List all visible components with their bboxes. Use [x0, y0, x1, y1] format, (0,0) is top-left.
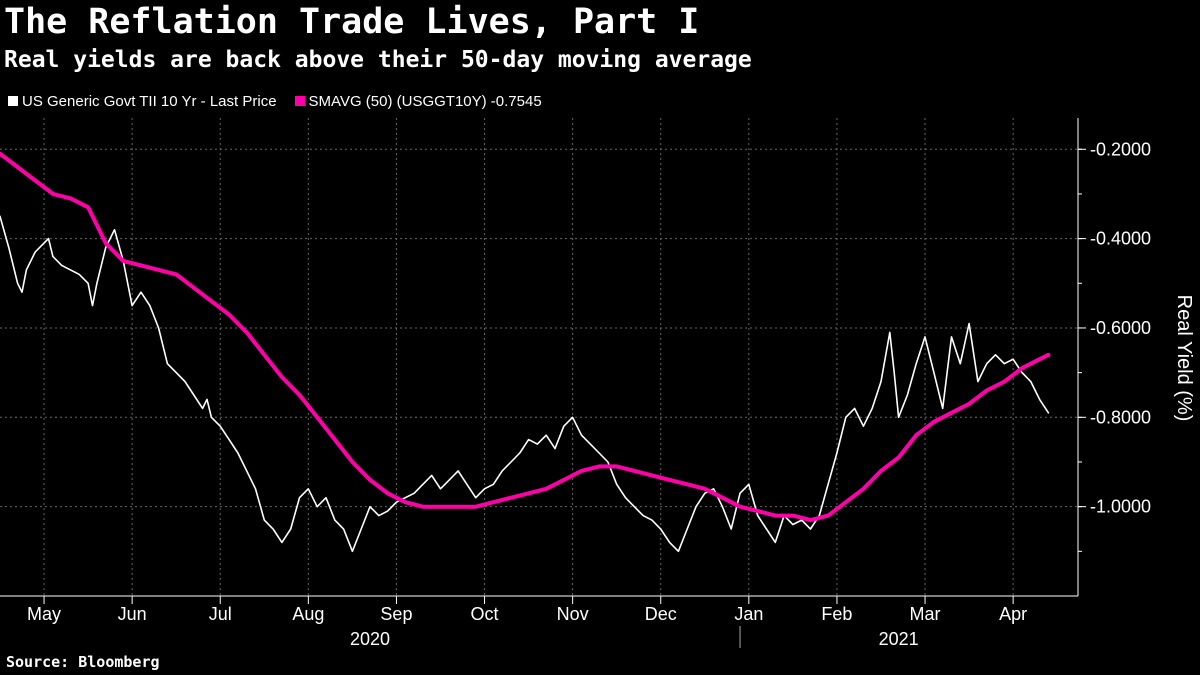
y-tick-label: -0.6000 [1090, 318, 1151, 338]
legend-item-sma: SMAVG (50) (USGGT10Y) -0.7545 [294, 92, 542, 110]
grid-layer [0, 118, 1078, 596]
legend: US Generic Govt TII 10 Yr - Last Price S… [8, 90, 560, 112]
chart-title: The Reflation Trade Lives, Part I [4, 2, 700, 42]
labels-layer: -0.2000 -0.4000 -0.6000 -0.8000 -1.0000 May Ju… [27, 139, 1195, 649]
x-tick-label: Aug [292, 604, 324, 624]
x-tick-label: Nov [557, 604, 589, 624]
legend-item-price: US Generic Govt TII 10 Yr - Last Price [8, 93, 277, 110]
x-tick-label: Dec [645, 604, 677, 624]
year-label: 2021 [879, 629, 919, 649]
y-tick-label: -0.2000 [1090, 139, 1151, 159]
x-tick-label: Sep [380, 604, 412, 624]
x-tick-label: Mar [910, 604, 941, 624]
sma-series-line [0, 151, 1051, 523]
y-tick-label: -1.0000 [1090, 497, 1151, 517]
source-note: Source: Bloomberg [6, 653, 160, 671]
x-tick-label: Oct [471, 604, 499, 624]
x-tick-label: Jul [209, 604, 232, 624]
y-tick-label: -0.8000 [1090, 407, 1151, 427]
legend-swatch-price [8, 96, 18, 106]
chart-subtitle: Real yields are back above their 50-day … [4, 47, 752, 73]
price-series-line [0, 215, 1050, 553]
x-tick-label: Feb [821, 604, 852, 624]
x-tick-label: May [27, 604, 61, 624]
legend-swatch-sma [294, 96, 305, 106]
legend-label-price: US Generic Govt TII 10 Yr - Last Price [22, 92, 277, 110]
x-tick-label: Jan [734, 604, 763, 624]
series-layer [0, 151, 1051, 553]
y-tick-label: -0.4000 [1090, 229, 1151, 249]
x-tick-label: Jun [118, 604, 147, 624]
axes-layer [0, 118, 1086, 648]
y-axis-title: Real Yield (%) [1173, 295, 1195, 422]
year-label: 2020 [350, 629, 390, 649]
legend-label-sma: SMAVG (50) (USGGT10Y) -0.7545 [308, 92, 542, 110]
x-tick-label: Apr [999, 604, 1027, 624]
